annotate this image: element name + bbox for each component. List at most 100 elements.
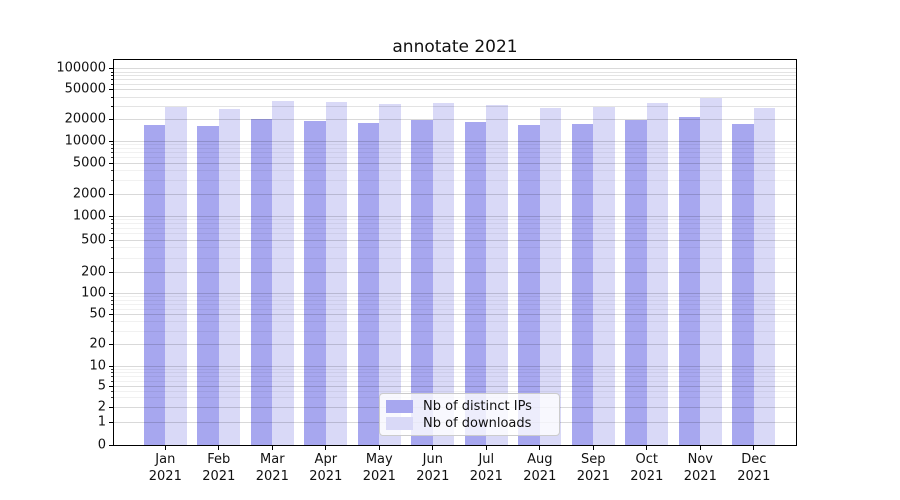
y-minor-tick-mark [110,321,114,323]
gridline-minor [114,106,796,107]
bar-downloads-feb [218,108,241,445]
y-tick-label: 1 [97,414,106,430]
bar-downloads-dec [753,108,776,445]
x-tick-label-dec: Dec 2021 [737,452,771,484]
x-tick-label-aug: Aug 2021 [523,452,557,484]
bar-distinct-ips-dec [732,124,754,445]
gridline-minor [114,96,796,98]
y-minor-tick-mark [110,397,114,399]
bar-downloads-aug [539,108,562,445]
y-minor-tick-mark [110,152,114,154]
gridline-major [114,68,796,70]
bar-distinct-ips-jun [411,119,433,445]
y-tick-label: 500 [81,232,106,247]
x-tick-mark [485,445,487,450]
y-minor-tick-mark [110,144,114,146]
y-minor-tick-mark [110,233,114,235]
gridline-minor [114,96,796,98]
bar-downloads-oct [646,102,669,445]
x-tick-label-jul: Jul 2021 [469,452,503,484]
y-tick-label: 1000 [72,208,106,223]
gridline-minor [114,71,796,73]
y-minor-tick-mark [110,308,114,310]
y-minor-tick-mark [110,180,114,181]
y-minor-tick-mark [110,257,114,259]
gridline-minor [114,79,796,81]
x-tick-mark [164,445,166,450]
y-tick-mark [108,272,114,273]
x-tick-label-mar: Mar 2021 [255,452,289,484]
x-tick-label-jan: Jan 2021 [148,452,182,484]
y-minor-tick-mark [110,170,114,172]
x-tick-mark [539,445,541,450]
legend-item: Nb of downloads [386,415,553,431]
bar-distinct-ips-mar [250,119,273,445]
bar-distinct-ips-jan [143,125,166,445]
y-minor-tick-mark [110,247,114,249]
bar-downloads-sep [593,107,615,445]
y-minor-tick-mark [110,219,114,221]
gridline-minor [114,75,796,77]
x-tick-mark [753,445,755,450]
bar-downloads-nov [700,98,722,445]
y-tick-label: 5 [97,378,106,394]
x-tick-mark [699,445,701,450]
y-minor-tick-mark [110,368,114,370]
y-minor-tick-mark [110,380,114,382]
y-tick-label: 50 [89,306,106,322]
y-tick-mark [108,406,114,408]
y-minor-tick-mark [110,223,114,225]
x-tick-mark [432,445,434,450]
y-minor-tick-mark [110,330,114,332]
y-tick-label: 2 [97,399,106,414]
y-minor-tick-mark [110,376,114,378]
gridline-minor [114,75,796,77]
y-tick-label: 100 [81,285,106,301]
bar-distinct-ips-apr [304,120,326,445]
x-tick-label-feb: Feb 2021 [202,452,236,484]
gridline-minor [114,79,796,81]
y-tick-mark [108,421,114,423]
y-tick-mark [108,119,114,121]
y-minor-tick-mark [110,83,114,85]
y-tick-mark [108,365,114,367]
y-tick-label: 2000 [72,186,106,201]
y-minor-tick-mark [110,304,114,305]
y-minor-tick-mark [110,157,114,159]
bar-downloads-mar [272,101,294,445]
y-minor-tick-mark [110,79,114,81]
x-tick-label-oct: Oct 2021 [630,452,664,484]
y-tick-mark [108,444,114,446]
y-minor-tick-mark [110,296,114,298]
y-tick-mark [108,293,114,295]
x-tick-mark [592,445,594,450]
bar-downloads-jun [432,103,455,445]
y-tick-label: 10 [89,358,106,374]
gridline-minor [114,83,796,85]
bar-distinct-ips-nov [678,117,701,445]
x-tick-label-may: May 2021 [362,452,396,484]
bar-distinct-ips-feb [197,126,219,445]
x-tick-label-sep: Sep 2021 [576,452,610,484]
x-tick-label-apr: Apr 2021 [309,452,343,484]
x-tick-mark [218,445,220,450]
y-minor-tick-mark [110,227,114,229]
y-minor-tick-mark [110,391,114,392]
y-tick-mark [108,239,114,241]
y-minor-tick-mark [110,71,114,73]
bar-distinct-ips-oct [625,120,647,445]
legend-label: Nb of distinct IPs [423,398,532,414]
y-tick-label: 100000 [56,60,106,76]
y-tick-mark [108,344,114,346]
bar-downloads-may [379,103,401,445]
x-tick-mark [646,445,648,450]
y-tick-mark [108,193,114,195]
bar-distinct-ips-sep [571,123,594,445]
y-tick-label: 50000 [64,81,106,97]
x-tick-mark [271,445,273,450]
x-tick-mark [378,445,380,450]
legend-swatch-downloads [386,416,413,430]
x-tick-label-jun: Jun 2021 [416,452,450,484]
legend-item: Nb of distinct IPs [386,398,553,414]
